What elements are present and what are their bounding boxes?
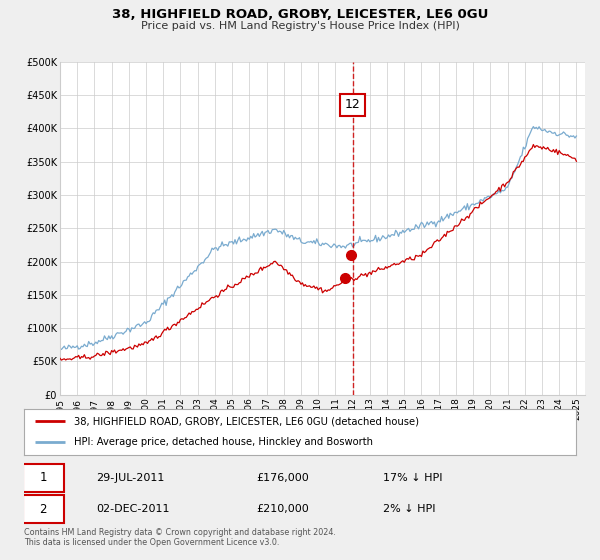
- Text: £210,000: £210,000: [256, 504, 308, 514]
- Text: 1: 1: [40, 471, 47, 484]
- Text: 38, HIGHFIELD ROAD, GROBY, LEICESTER, LE6 0GU: 38, HIGHFIELD ROAD, GROBY, LEICESTER, LE…: [112, 8, 488, 21]
- Text: Contains HM Land Registry data © Crown copyright and database right 2024.
This d: Contains HM Land Registry data © Crown c…: [24, 528, 336, 548]
- Text: 02-DEC-2011: 02-DEC-2011: [96, 504, 169, 514]
- Text: 29-JUL-2011: 29-JUL-2011: [96, 473, 164, 483]
- Text: 12: 12: [345, 99, 361, 111]
- FancyBboxPatch shape: [23, 495, 64, 523]
- Text: HPI: Average price, detached house, Hinckley and Bosworth: HPI: Average price, detached house, Hinc…: [74, 437, 373, 447]
- Text: 2: 2: [40, 502, 47, 516]
- Text: 2% ↓ HPI: 2% ↓ HPI: [383, 504, 436, 514]
- Text: 17% ↓ HPI: 17% ↓ HPI: [383, 473, 442, 483]
- Text: Price paid vs. HM Land Registry's House Price Index (HPI): Price paid vs. HM Land Registry's House …: [140, 21, 460, 31]
- Text: £176,000: £176,000: [256, 473, 308, 483]
- FancyBboxPatch shape: [23, 464, 64, 492]
- Text: 38, HIGHFIELD ROAD, GROBY, LEICESTER, LE6 0GU (detached house): 38, HIGHFIELD ROAD, GROBY, LEICESTER, LE…: [74, 416, 419, 426]
